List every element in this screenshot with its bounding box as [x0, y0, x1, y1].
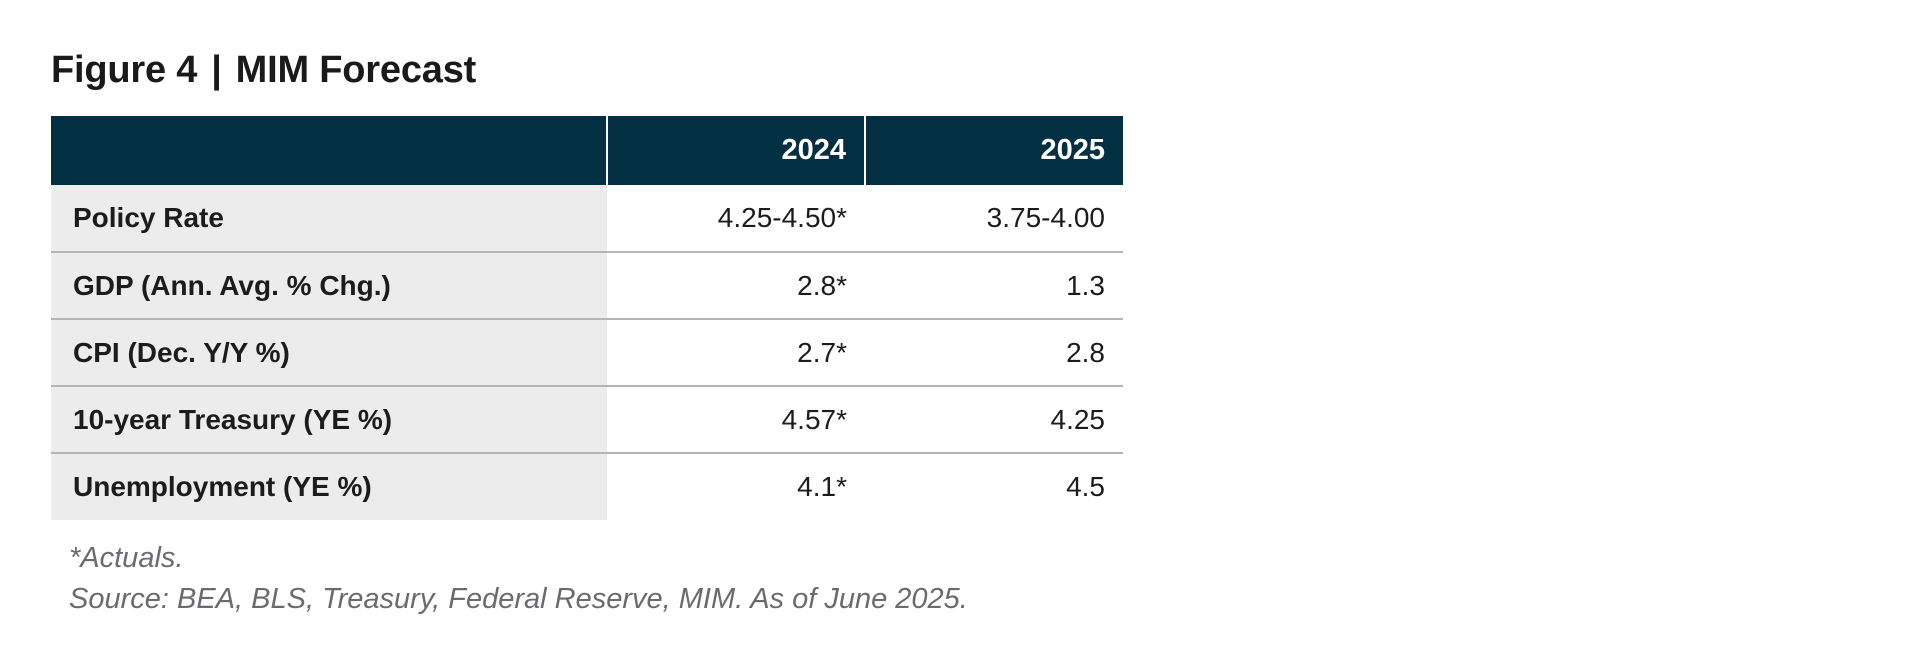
value-2024: 4.25-4.50* — [607, 185, 865, 252]
row-label: CPI (Dec. Y/Y %) — [51, 318, 607, 386]
value-2025: 4.5 — [865, 452, 1123, 520]
row-label: Policy Rate — [51, 185, 607, 252]
figure-label: Figure 4 — [51, 49, 198, 91]
figure-notes: *Actuals. Source: BEA, BLS, Treasury, Fe… — [51, 538, 1123, 620]
title-separator: | — [211, 49, 222, 91]
value-2025: 1.3 — [865, 251, 1123, 319]
value-2024: 2.7* — [607, 318, 865, 386]
forecast-table: 2024 2025 Policy Rate 4.25-4.50* 3.75-4.… — [51, 116, 1123, 520]
value-2025: 3.75-4.00 — [865, 185, 1123, 252]
value-2024: 2.8* — [607, 251, 865, 319]
figure-name: MIM Forecast — [235, 49, 477, 91]
table-row-unemployment: Unemployment (YE %) 4.1* 4.5 — [51, 452, 1123, 520]
column-header-2024: 2024 — [607, 116, 866, 185]
table-row-cpi: CPI (Dec. Y/Y %) 2.7* 2.8 — [51, 318, 1123, 386]
table-row-treasury: 10-year Treasury (YE %) 4.57* 4.25 — [51, 385, 1123, 453]
figure: Figure 4 | MIM Forecast 2024 2025 Policy R… — [51, 44, 1123, 620]
figure-title: Figure 4 | MIM Forecast — [51, 44, 1123, 96]
value-2025: 2.8 — [865, 318, 1123, 386]
table-row-gdp: GDP (Ann. Avg. % Chg.) 2.8* 1.3 — [51, 251, 1123, 319]
row-label: GDP (Ann. Avg. % Chg.) — [51, 251, 607, 319]
source-note: Source: BEA, BLS, Treasury, Federal Rese… — [69, 583, 968, 615]
row-label: Unemployment (YE %) — [51, 452, 607, 520]
table-header-row: 2024 2025 — [51, 116, 1123, 185]
value-2025: 4.25 — [865, 385, 1123, 453]
value-2024: 4.1* — [607, 452, 865, 520]
table-row-policy-rate: Policy Rate 4.25-4.50* 3.75-4.00 — [51, 185, 1123, 252]
header-corner-cell — [51, 116, 608, 185]
value-2024: 4.57* — [607, 385, 865, 453]
column-header-2025: 2025 — [865, 116, 1123, 185]
footnote-actuals: *Actuals. — [69, 542, 184, 574]
row-label: 10-year Treasury (YE %) — [51, 385, 607, 453]
